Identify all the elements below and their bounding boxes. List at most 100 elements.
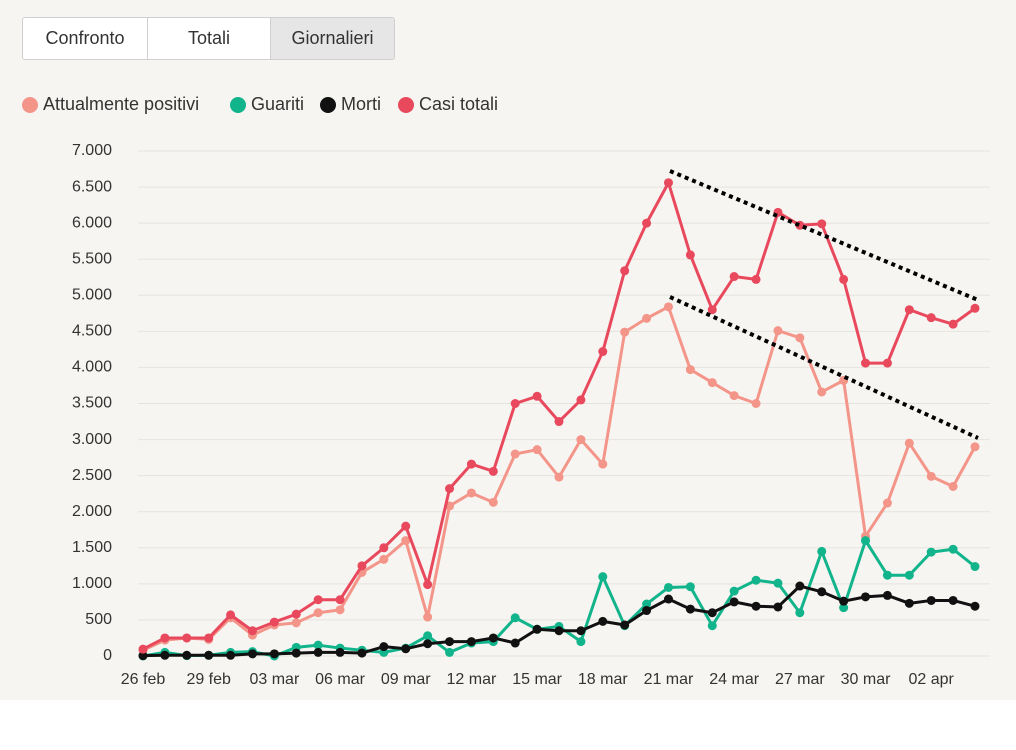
point [904,570,914,580]
line [142,181,976,651]
x-tick-label: 18 mar [578,671,628,688]
point [182,633,192,643]
point [576,395,586,405]
legend-label: Casi totali [419,94,498,114]
legend-item[interactable]: Casi totali [398,94,498,114]
point [817,387,827,397]
point [291,609,301,619]
y-tick-label: 4.000 [72,359,112,376]
point [226,610,236,620]
point [707,305,717,315]
y-tick-label: 1.500 [72,539,112,556]
point [510,449,520,459]
point [160,633,170,643]
x-tick-label: 02 apr [909,671,955,688]
point [970,562,980,572]
point [576,435,586,445]
point [707,378,717,388]
point [488,497,498,507]
y-tick-label: 6.500 [72,178,112,195]
point [642,218,652,228]
point [751,575,761,585]
point [620,266,630,276]
point [663,594,673,604]
point [598,572,608,582]
series [138,178,980,654]
point [510,613,520,623]
point [598,616,608,626]
point [839,596,849,606]
point [882,570,892,580]
point [948,595,958,605]
grid [138,150,990,657]
point [729,597,739,607]
point [861,536,871,546]
point [401,521,411,531]
point [663,178,673,188]
point [379,554,389,564]
point [620,327,630,337]
point [620,620,630,630]
series [138,581,980,661]
point [357,561,367,571]
point [445,647,455,657]
point [204,650,214,660]
point [554,472,564,482]
point [685,582,695,592]
point [948,544,958,554]
point [313,608,323,618]
point [598,459,608,469]
y-tick-label: 5.500 [72,250,112,267]
line [142,584,976,658]
x-tick-label: 09 mar [381,671,431,688]
x-tick-label: 26 feb [121,671,166,688]
legend-swatch [230,97,246,113]
point [642,599,652,609]
point [926,547,936,557]
point [138,651,148,661]
point [554,626,564,636]
point [379,642,389,652]
tab[interactable]: Totali [148,18,271,59]
line [142,539,976,658]
legend-item[interactable]: Attualmente positivi [22,94,199,114]
legend-item[interactable]: Morti [320,94,381,114]
point [379,543,389,553]
point [817,587,827,597]
point [313,640,323,650]
point [926,471,936,481]
tab[interactable]: Giornalieri [271,18,394,59]
point [510,638,520,648]
tab[interactable]: Confronto [23,18,148,59]
y-tick-label: 1.000 [72,575,112,592]
y-tick-label: 3.500 [72,395,112,412]
y-tick-label: 500 [85,611,112,628]
point [904,598,914,608]
trend-line [669,295,979,440]
point [357,648,367,658]
point [488,466,498,476]
legend-label: Attualmente positivi [43,94,199,114]
legend-swatch [398,97,414,113]
x-tick-label: 06 mar [315,671,365,688]
point [335,647,345,657]
point [707,621,717,631]
point [904,438,914,448]
point [773,578,783,588]
point [795,608,805,618]
point [751,274,761,284]
point [401,536,411,546]
point [576,637,586,647]
point [751,601,761,611]
point [247,626,257,636]
point [466,488,476,498]
legend-item[interactable]: Guariti [230,94,304,114]
point [291,648,301,658]
point [817,546,827,556]
point [861,592,871,602]
point [335,605,345,615]
y-tick-label: 2.000 [72,503,112,520]
legend-swatch [320,97,336,113]
point [795,581,805,591]
point [532,391,542,401]
